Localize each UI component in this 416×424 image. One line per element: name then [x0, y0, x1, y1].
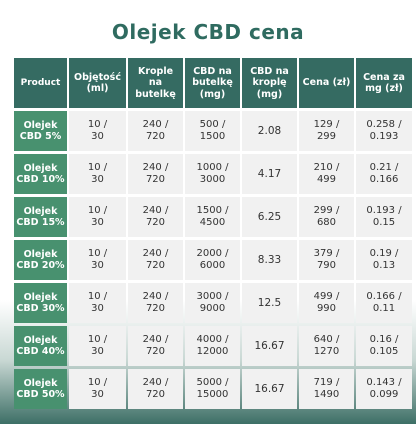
- cbd-bottle-cell: 5000 /15000: [185, 369, 240, 409]
- header-price-mg: Cena za mg (zł): [356, 58, 412, 108]
- volume-cell: 10 /30: [69, 326, 126, 366]
- price-mg-cell: 0.21 /0.166: [356, 154, 412, 194]
- price-cell: 129 /299: [299, 111, 354, 151]
- cbd-drop-cell: 6.25: [242, 197, 297, 237]
- volume-cell: 10 /30: [69, 154, 126, 194]
- drops-cell: 240 /720: [128, 326, 183, 366]
- cbd-drop-cell: 16.67: [242, 326, 297, 366]
- cbd-drop-cell: 16.67: [242, 369, 297, 409]
- price-mg-cell: 0.258 /0.193: [356, 111, 412, 151]
- product-cell: Olejek CBD 10%: [14, 154, 67, 194]
- header-product: Product: [14, 58, 67, 108]
- price-mg-cell: 0.16 /0.105: [356, 326, 412, 366]
- drops-cell: 240 /720: [128, 369, 183, 409]
- drops-cell: 240 /720: [128, 283, 183, 323]
- product-cell: Olejek CBD 5%: [14, 111, 67, 151]
- price-mg-cell: 0.143 /0.099: [356, 369, 412, 409]
- cbd-bottle-cell: 4000 /12000: [185, 326, 240, 366]
- price-mg-cell: 0.19 /0.13: [356, 240, 412, 280]
- header-price: Cena (zł): [299, 58, 354, 108]
- price-cell: 499 /990: [299, 283, 354, 323]
- cbd-bottle-cell: 3000 /9000: [185, 283, 240, 323]
- price-table: Product Objętość (ml) Krople na butelkę …: [14, 58, 412, 409]
- price-cell: 299 /680: [299, 197, 354, 237]
- header-drops: Krople na butelkę: [128, 58, 183, 108]
- volume-cell: 10 /30: [69, 369, 126, 409]
- header-cbd-drop: CBD na kroplę (mg): [242, 58, 297, 108]
- cbd-drop-cell: 12.5: [242, 283, 297, 323]
- product-cell: Olejek CBD 40%: [14, 326, 67, 366]
- price-cell: 379 /790: [299, 240, 354, 280]
- product-cell: Olejek CBD 30%: [14, 283, 67, 323]
- price-mg-cell: 0.193 /0.15: [356, 197, 412, 237]
- price-cell: 640 /1270: [299, 326, 354, 366]
- page-title: Olejek CBD cena: [111, 20, 305, 44]
- volume-cell: 10 /30: [69, 283, 126, 323]
- price-cell: 719 /1490: [299, 369, 354, 409]
- volume-cell: 10 /30: [69, 111, 126, 151]
- volume-cell: 10 /30: [69, 240, 126, 280]
- drops-cell: 240 /720: [128, 197, 183, 237]
- product-cell: Olejek CBD 20%: [14, 240, 67, 280]
- cbd-bottle-cell: 500 /1500: [185, 111, 240, 151]
- header-cbd-bottle: CBD na butelkę (mg): [185, 58, 240, 108]
- price-cell: 210 /499: [299, 154, 354, 194]
- cbd-drop-cell: 4.17: [242, 154, 297, 194]
- cbd-bottle-cell: 2000 /6000: [185, 240, 240, 280]
- product-cell: Olejek CBD 15%: [14, 197, 67, 237]
- volume-cell: 10 /30: [69, 197, 126, 237]
- drops-cell: 240 /720: [128, 154, 183, 194]
- header-volume: Objętość (ml): [69, 58, 126, 108]
- cbd-bottle-cell: 1500 /4500: [185, 197, 240, 237]
- cbd-drop-cell: 2.08: [242, 111, 297, 151]
- product-cell: Olejek CBD 50%: [14, 369, 67, 409]
- cbd-bottle-cell: 1000 /3000: [185, 154, 240, 194]
- price-mg-cell: 0.166 /0.11: [356, 283, 412, 323]
- drops-cell: 240 /720: [128, 111, 183, 151]
- drops-cell: 240 /720: [128, 240, 183, 280]
- cbd-drop-cell: 8.33: [242, 240, 297, 280]
